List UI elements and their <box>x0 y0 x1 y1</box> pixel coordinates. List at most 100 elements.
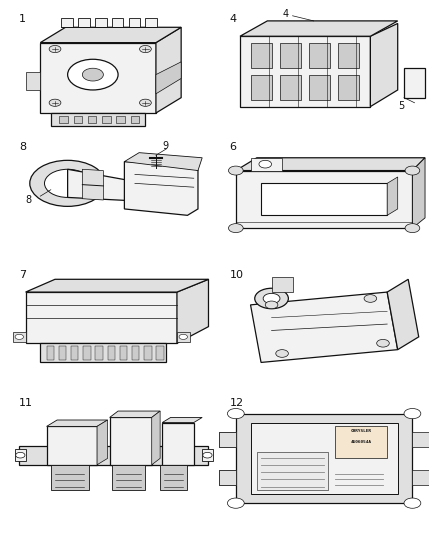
Polygon shape <box>251 75 272 100</box>
Circle shape <box>404 408 421 419</box>
Circle shape <box>140 99 151 107</box>
Circle shape <box>229 224 243 232</box>
Circle shape <box>82 68 103 81</box>
Text: 8: 8 <box>19 142 26 152</box>
Polygon shape <box>129 18 140 27</box>
Circle shape <box>255 288 288 309</box>
Polygon shape <box>124 161 198 215</box>
Circle shape <box>263 293 280 304</box>
Polygon shape <box>25 279 208 292</box>
Polygon shape <box>387 279 419 350</box>
Polygon shape <box>78 18 90 27</box>
Polygon shape <box>413 432 429 447</box>
Circle shape <box>67 59 118 90</box>
Polygon shape <box>387 177 398 215</box>
Text: 4: 4 <box>230 14 237 25</box>
Circle shape <box>227 498 244 508</box>
Polygon shape <box>112 465 145 490</box>
Polygon shape <box>15 449 25 461</box>
Text: 9: 9 <box>162 141 168 151</box>
Circle shape <box>45 169 91 197</box>
Polygon shape <box>156 62 181 94</box>
Polygon shape <box>61 18 73 27</box>
Polygon shape <box>59 346 66 360</box>
Polygon shape <box>40 43 156 113</box>
Polygon shape <box>120 346 127 360</box>
Polygon shape <box>156 27 181 113</box>
Text: 10: 10 <box>230 270 244 280</box>
Polygon shape <box>131 116 139 123</box>
Polygon shape <box>371 23 398 107</box>
Polygon shape <box>240 21 398 36</box>
Polygon shape <box>251 423 398 494</box>
Polygon shape <box>177 279 208 343</box>
Text: 8: 8 <box>25 195 32 205</box>
Circle shape <box>140 45 151 53</box>
Polygon shape <box>88 116 96 123</box>
Polygon shape <box>236 414 413 503</box>
Polygon shape <box>338 75 359 100</box>
Circle shape <box>49 99 61 107</box>
Polygon shape <box>71 346 78 360</box>
Text: 1: 1 <box>19 14 26 25</box>
Polygon shape <box>413 158 425 228</box>
Polygon shape <box>177 332 190 342</box>
Polygon shape <box>279 43 300 68</box>
Polygon shape <box>95 18 106 27</box>
Text: 11: 11 <box>19 398 33 408</box>
Polygon shape <box>67 169 166 203</box>
Polygon shape <box>82 169 103 200</box>
Polygon shape <box>219 470 236 485</box>
Polygon shape <box>19 446 208 465</box>
Polygon shape <box>110 411 160 417</box>
Polygon shape <box>132 346 139 360</box>
Polygon shape <box>112 18 124 27</box>
Circle shape <box>265 301 278 309</box>
Circle shape <box>364 295 377 302</box>
Polygon shape <box>46 426 97 465</box>
Polygon shape <box>335 426 387 458</box>
Polygon shape <box>279 75 300 100</box>
Polygon shape <box>152 411 160 465</box>
Polygon shape <box>108 346 115 360</box>
Text: 7: 7 <box>19 270 26 280</box>
Text: 5: 5 <box>398 101 404 111</box>
Polygon shape <box>97 420 108 465</box>
Polygon shape <box>338 43 359 68</box>
Circle shape <box>229 166 243 175</box>
Circle shape <box>179 334 187 340</box>
Polygon shape <box>83 346 91 360</box>
Polygon shape <box>404 68 425 98</box>
Polygon shape <box>25 292 177 343</box>
Circle shape <box>276 350 288 357</box>
Circle shape <box>404 498 421 508</box>
Polygon shape <box>74 116 82 123</box>
Polygon shape <box>160 465 187 490</box>
Polygon shape <box>202 449 213 461</box>
Circle shape <box>16 453 25 458</box>
Polygon shape <box>59 116 67 123</box>
Text: 12: 12 <box>230 398 244 408</box>
Polygon shape <box>13 332 25 342</box>
Polygon shape <box>102 116 110 123</box>
Polygon shape <box>46 346 54 360</box>
Polygon shape <box>40 343 166 362</box>
Polygon shape <box>308 75 329 100</box>
Polygon shape <box>51 465 88 490</box>
Polygon shape <box>251 292 398 362</box>
Text: 4606054A: 4606054A <box>350 440 371 444</box>
Polygon shape <box>117 116 125 123</box>
Polygon shape <box>110 417 152 465</box>
Polygon shape <box>236 158 425 171</box>
Polygon shape <box>219 432 236 447</box>
Circle shape <box>30 160 106 206</box>
Text: 4: 4 <box>282 9 288 19</box>
Polygon shape <box>257 452 328 490</box>
Polygon shape <box>251 43 272 68</box>
Circle shape <box>377 340 389 347</box>
Polygon shape <box>144 346 152 360</box>
Polygon shape <box>95 346 103 360</box>
Polygon shape <box>156 346 164 360</box>
Polygon shape <box>162 423 194 465</box>
Polygon shape <box>25 72 40 90</box>
